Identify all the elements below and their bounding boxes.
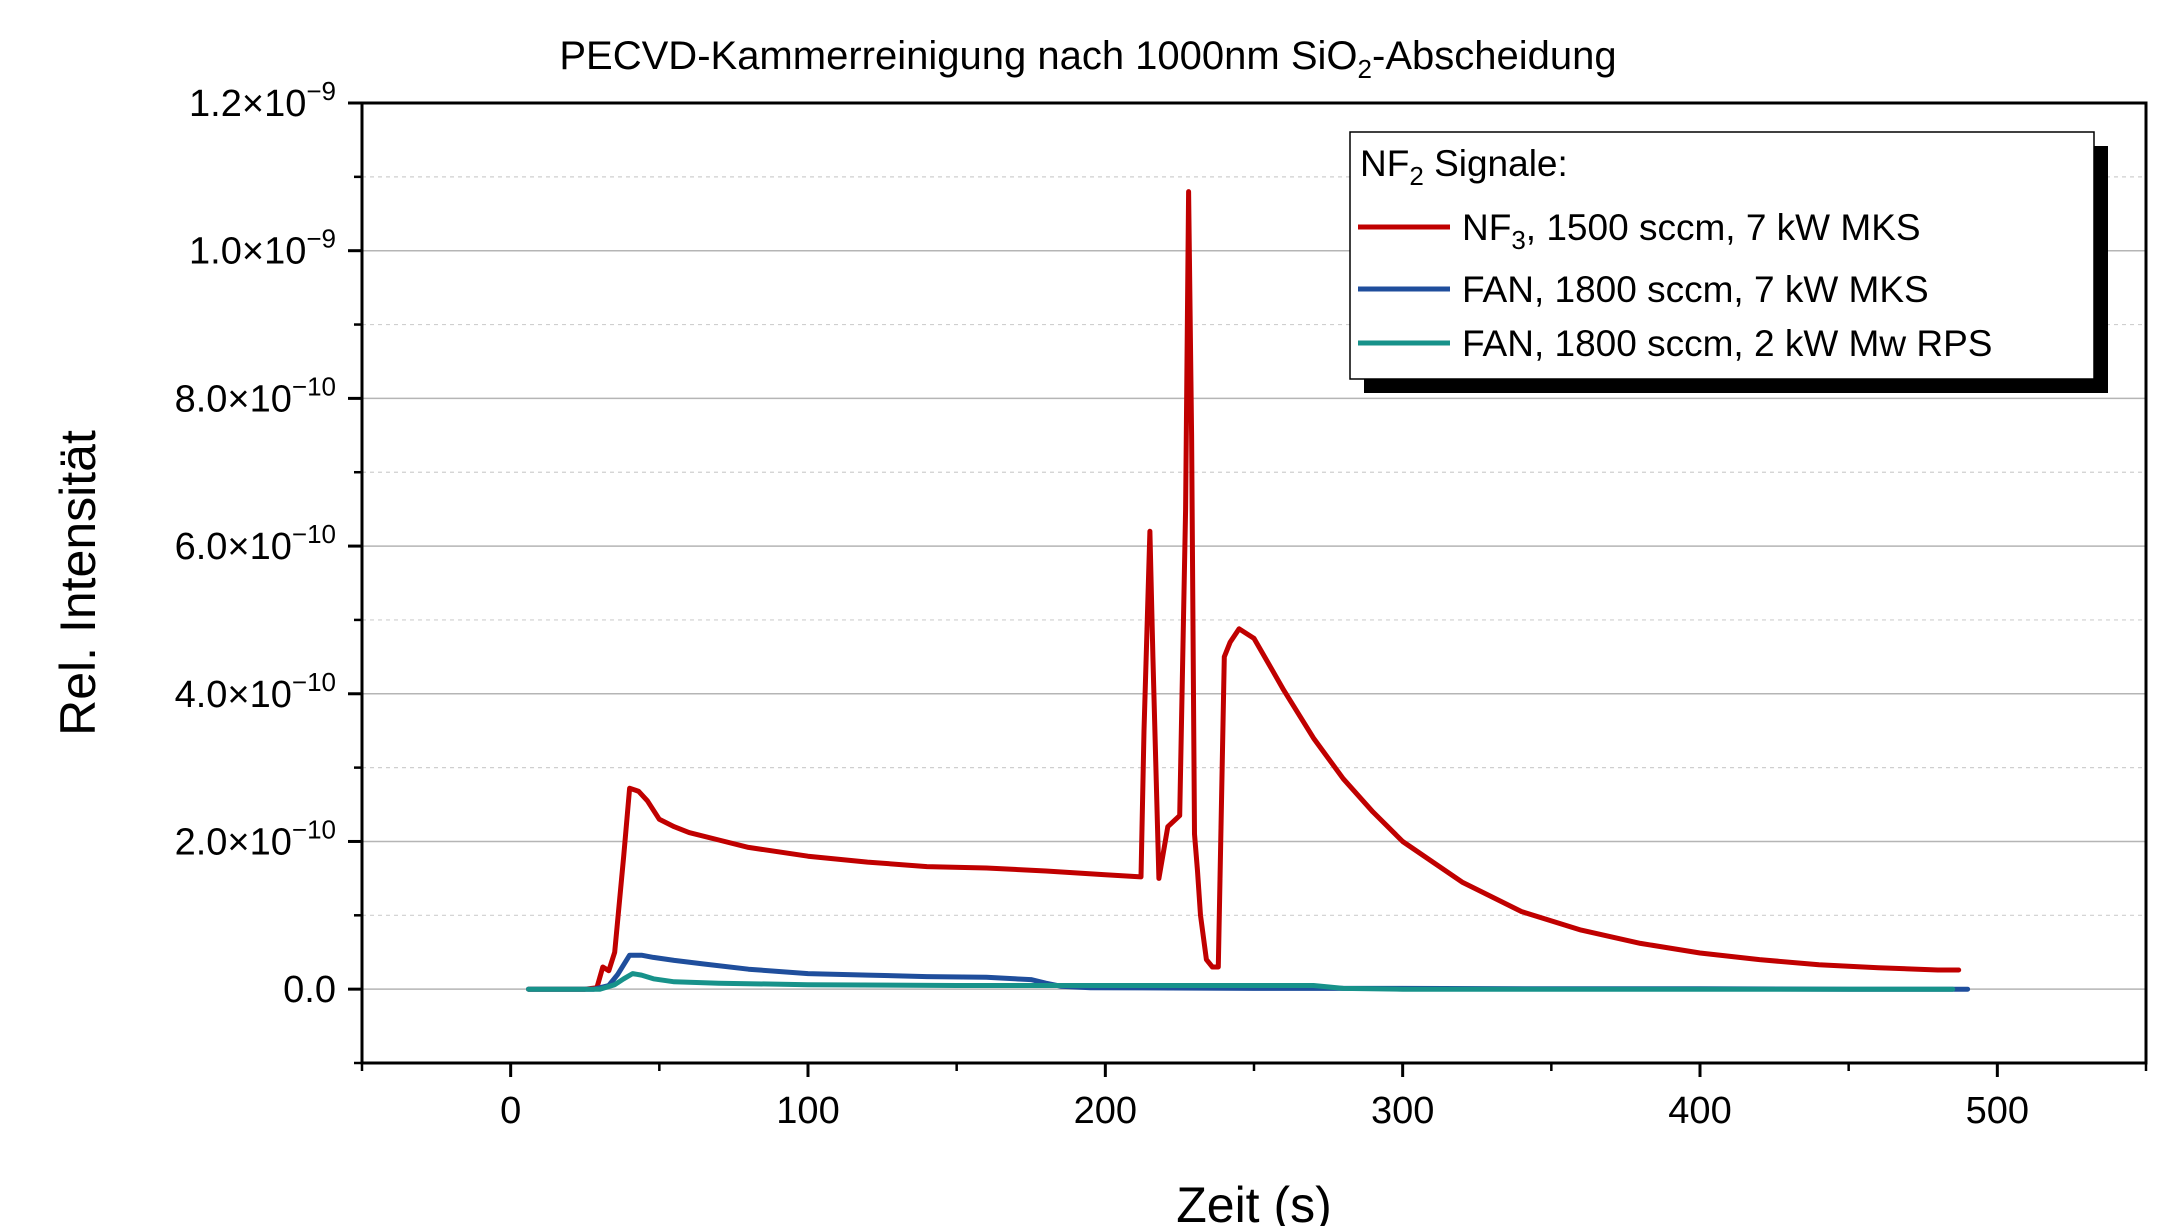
chart-title-part-3: -Abscheidung [1372, 34, 1617, 78]
legend-title-part-3: Signale: [1424, 143, 1568, 184]
y-tick-label: 2.0×10−10 [175, 814, 336, 863]
legend: NF2 Signale: NF3, 1500 sccm, 7 kW MKS FA… [1349, 131, 2108, 393]
legend-label-series-1-subscript: 3 [1511, 225, 1525, 255]
y-tick-label: 6.0×10−10 [175, 519, 336, 568]
legend-title-subscript: 2 [1409, 161, 1423, 191]
y-axis-label: Rel. Intensität [50, 430, 106, 736]
x-tick-label: 400 [1668, 1090, 1731, 1132]
legend-label-series-1-part-1: NF [1462, 207, 1511, 248]
y-tick-label: 4.0×10−10 [175, 667, 336, 716]
legend-box [1349, 131, 2095, 380]
chart-title-part-1: PECVD-Kammerreinigung nach 1000nm SiO [559, 34, 1357, 78]
legend-label-series-1-part-3: , 1500 sccm, 7 kW MKS [1526, 207, 1921, 248]
y-tick-label: 0.0 [283, 969, 336, 1011]
series-line-3 [526, 971, 1956, 992]
legend-label-series-3: FAN, 1800 sccm, 2 kW Mw RPS [1462, 323, 1992, 364]
chart-title-subscript: 2 [1358, 54, 1372, 84]
x-axis-label: Zeit (s) [1176, 1177, 1332, 1226]
legend-title-part-1: NF [1360, 143, 1409, 184]
x-tick-label: 300 [1371, 1090, 1434, 1132]
series-layer [526, 189, 1971, 992]
axis-layer: 0.0 2.0×10−10 4.0×10−10 6.0×10−10 8.0×10−10 1… [175, 76, 2148, 1132]
x-tick-label: 500 [1966, 1090, 2029, 1132]
series-line-1 [526, 189, 1962, 992]
x-tick-label: 0 [500, 1090, 521, 1132]
x-tick-label: 200 [1074, 1090, 1137, 1132]
legend-label-series-1: NF3, 1500 sccm, 7 kW MKS [1462, 207, 1921, 255]
chart-title: PECVD-Kammerreinigung nach 1000nm SiO2-A… [559, 34, 1616, 84]
y-tick-label: 1.2×10−9 [189, 76, 336, 125]
legend-title: NF2 Signale: [1360, 143, 1568, 191]
y-tick-label: 8.0×10−10 [175, 371, 336, 420]
x-tick-label: 100 [776, 1090, 839, 1132]
legend-label-series-2: FAN, 1800 sccm, 7 kW MKS [1462, 269, 1929, 310]
y-tick-label: 1.0×10−9 [189, 224, 336, 273]
